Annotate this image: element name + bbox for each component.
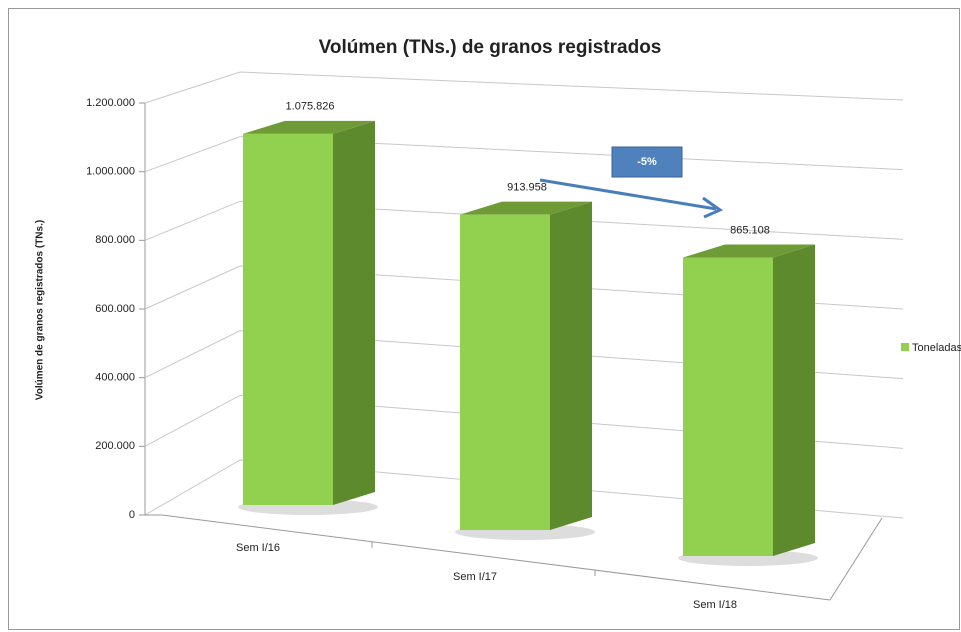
- grid-line: [144, 265, 904, 310]
- floor: [161, 514, 883, 601]
- y-tick-label: 1.000.000: [86, 166, 135, 178]
- data-label: 913.958: [507, 182, 547, 194]
- y-axis-title: Volúmen de granos registrados (TNs.): [35, 220, 46, 400]
- y-tick-label: 1.200.000: [86, 97, 135, 109]
- y-tick-label: 0: [129, 509, 135, 521]
- bar: [460, 214, 550, 530]
- y-tick-label: 400.000: [95, 372, 135, 384]
- chart-title: Volúmen (TNs.) de granos registrados: [319, 37, 662, 58]
- grid-line: [144, 459, 904, 519]
- bar: [243, 133, 333, 505]
- bar-side: [550, 201, 592, 530]
- grid-line: [144, 71, 904, 104]
- y-tick-label: 600.000: [95, 303, 135, 315]
- x-tick-label: Sem I/17: [453, 571, 497, 583]
- trend-arrow-head: [702, 196, 724, 219]
- bar-side: [773, 244, 815, 557]
- bar-top: [460, 201, 592, 215]
- bar: [683, 257, 773, 556]
- legend-label: Toneladas: [912, 342, 961, 354]
- data-label: 865.108: [730, 224, 770, 236]
- annotation-box: [611, 146, 683, 178]
- y-tick-label: 200.000: [95, 440, 135, 452]
- legend-swatch: [901, 343, 909, 351]
- grid-line: [144, 394, 904, 449]
- bar-top: [683, 244, 815, 258]
- grid-line: [144, 200, 904, 241]
- data-label: 1.075.826: [286, 101, 335, 113]
- y-tick-label: 800.000: [95, 234, 135, 246]
- trend-arrow: [539, 178, 717, 211]
- bar-side: [333, 120, 375, 505]
- x-tick-label: Sem I/16: [236, 542, 280, 554]
- annotation: -5%: [637, 156, 657, 168]
- grid-line: [144, 330, 904, 380]
- bar-top: [243, 120, 375, 134]
- x-tick-label: Sem I/18: [693, 599, 737, 611]
